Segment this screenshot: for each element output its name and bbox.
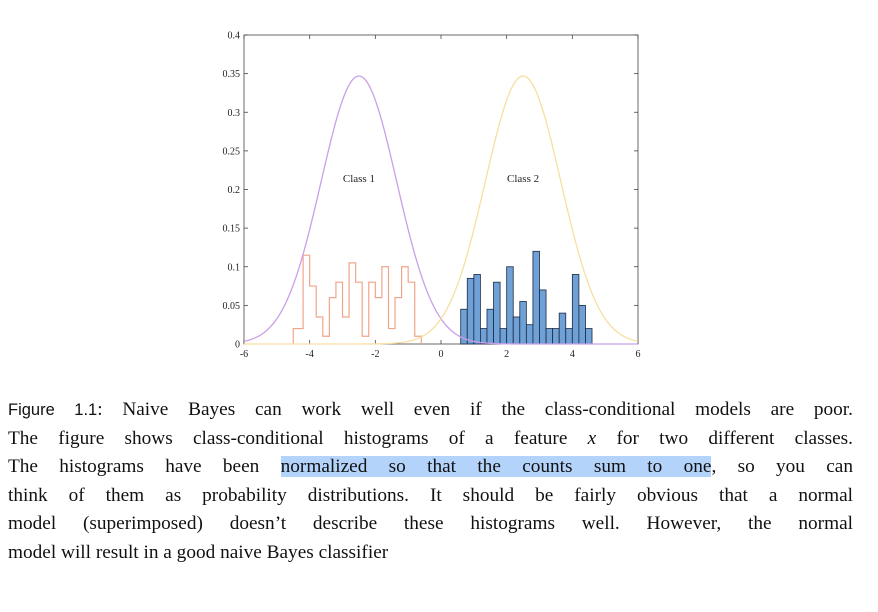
y-tick-label: 0.1 <box>228 262 241 273</box>
caption-line: think of them as probability distributio… <box>8 482 853 511</box>
class2-hist-bar <box>558 312 567 345</box>
class1-label: Class 1 <box>343 173 375 185</box>
caption-text: The histograms have been <box>8 456 281 477</box>
class2-hist-bar <box>479 328 488 345</box>
figure-label: Figure 1.1 <box>8 401 98 419</box>
class2-hist-bar <box>466 277 475 345</box>
y-tick-label: 0.4 <box>228 31 241 42</box>
class2-hist-bar <box>486 308 494 345</box>
histogram-plot: -6 -4 -2 0 2 4 6 0 0.05 0.1 0.15 0.2 0.25 0.3 0.35 0.4 C… <box>223 31 641 361</box>
class2-hist-bar <box>539 289 547 345</box>
class2-hist-bar <box>519 301 527 345</box>
x-tick-label: 4 <box>570 349 575 360</box>
y-tick-label: 0.25 <box>223 146 241 157</box>
x-tick-label: -6 <box>240 349 248 360</box>
y-tick-label: 0.3 <box>228 108 241 119</box>
caption-line: model will result in a good naive Bayes … <box>8 539 853 568</box>
class2-hist-bar <box>512 316 521 345</box>
y-tick-label: 0.15 <box>223 224 241 235</box>
y-tick-label: 0 <box>235 340 240 351</box>
x-tick-label: 6 <box>636 349 641 360</box>
class2-hist-bar <box>578 304 586 345</box>
class2-hist-bar <box>506 266 514 345</box>
caption-text: The figure shows class-conditional histo… <box>8 427 588 449</box>
class2-hist-bar <box>499 328 508 345</box>
class2-hist-bar <box>571 274 580 345</box>
y-tick-label: 0.2 <box>228 185 241 196</box>
y-tick-label: 0.35 <box>223 69 241 80</box>
x-tick-label: -4 <box>305 349 313 360</box>
class2-hist-bar <box>525 324 534 345</box>
class2-hist-bar <box>552 328 560 345</box>
figure-chart: -6 -4 -2 0 2 4 6 0 0.05 0.1 0.15 0.2 0.25 0.3 0.35 0.4 C… <box>196 26 656 371</box>
caption-line: model (superimposed) doesn’t describe th… <box>8 510 853 539</box>
class2-label: Class 2 <box>507 173 539 185</box>
class2-hist-bar <box>585 328 593 345</box>
caption-text: , so you can <box>711 456 854 477</box>
caption-line: The histograms have been normalized so t… <box>8 453 853 482</box>
class2-hist-bar <box>532 250 540 345</box>
caption-text: : Naive Bayes can work well even if the … <box>97 399 853 420</box>
x-tick-label: 2 <box>504 349 509 360</box>
x-tick-label: -2 <box>371 349 379 360</box>
highlighted-text: normalized so that the counts sum to one <box>280 456 712 477</box>
class2-hist-bar <box>493 281 501 345</box>
caption-text: think of them as probability distributio… <box>8 484 853 506</box>
caption-text: for two different classes. <box>596 427 853 449</box>
class2-hist-bar <box>545 328 554 345</box>
caption-line: The figure shows class-conditional histo… <box>8 425 853 454</box>
caption-text: model will result in a good naive Bayes … <box>8 541 389 563</box>
y-tick-label: 0.05 <box>223 301 241 312</box>
x-tick-label: 0 <box>439 349 444 360</box>
caption-line: Figure 1.1: Naive Bayes can work well ev… <box>8 396 853 425</box>
caption-text: model (superimposed) doesn’t describe th… <box>8 513 853 534</box>
class2-hist-bar <box>473 274 481 345</box>
class2-hist-bar <box>565 328 573 345</box>
class2-normal-curve <box>244 75 639 345</box>
figure-caption: Figure 1.1: Naive Bayes can work well ev… <box>8 396 853 567</box>
math-variable: x <box>587 427 597 449</box>
class1-step-histogram <box>292 254 422 344</box>
